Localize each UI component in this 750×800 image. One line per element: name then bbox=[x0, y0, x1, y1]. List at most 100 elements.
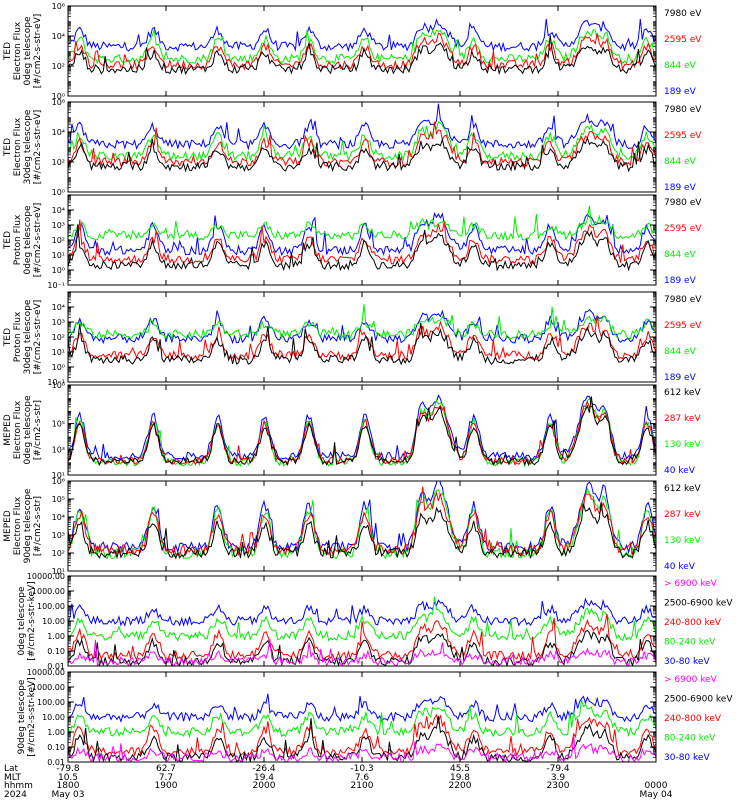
plot-frame bbox=[67, 575, 657, 667]
y-axis-label: [#/cm2-s-str-eV] bbox=[33, 110, 43, 185]
y-tick-label: 0.01 bbox=[47, 758, 65, 767]
legend-entry: 30-80 keV bbox=[664, 657, 710, 667]
y-tick-label: 10⁴ bbox=[52, 513, 65, 522]
legend-entry: 844 eV bbox=[664, 347, 697, 357]
x-tick-label: 62.7 bbox=[156, 764, 176, 774]
x-tick-label: 45.5 bbox=[450, 764, 470, 774]
x-tick-label: -10.3 bbox=[350, 764, 373, 774]
x-tick-label: -79.4 bbox=[546, 764, 570, 774]
y-axis-label: [#/cm2-s-str] bbox=[33, 496, 43, 556]
legend-entry: 240-800 keV bbox=[664, 714, 722, 724]
legend-entry: 844 eV bbox=[664, 61, 697, 71]
legend-entry: 7980 eV bbox=[664, 9, 702, 19]
legend-entry: 7980 eV bbox=[664, 295, 702, 305]
plot-frame bbox=[67, 5, 657, 97]
y-tick-label: 10¹ bbox=[52, 251, 65, 260]
y-tick-label: 1000.00 bbox=[32, 683, 65, 692]
series-line bbox=[68, 487, 656, 560]
y-tick-label: 10² bbox=[52, 158, 65, 167]
legend-entry: 40 keV bbox=[664, 562, 696, 572]
legend-entry: 189 eV bbox=[664, 373, 697, 383]
y-axis-label: MEPED bbox=[3, 414, 13, 446]
y-axis-label: TED bbox=[3, 138, 13, 157]
y-tick-label: 10⁵ bbox=[52, 495, 65, 504]
y-tick-label: 1.00 bbox=[47, 728, 65, 737]
y-axis-label: TED bbox=[3, 42, 13, 61]
legend-entry: 2595 eV bbox=[664, 131, 702, 141]
x-tick-label: 2200 bbox=[449, 781, 472, 791]
y-tick-label: 10.00 bbox=[42, 617, 65, 626]
y-tick-label: 10² bbox=[52, 62, 65, 71]
y-axis-label: 0deg telescope bbox=[23, 16, 33, 86]
panel-2: 10⁰ 10² 10⁴ 10⁶ TED Electron Flux 30deg telesc… bbox=[3, 98, 702, 197]
x-tick-label: 7.6 bbox=[355, 773, 370, 783]
legend-entry: 844 eV bbox=[664, 157, 697, 167]
legend-entry: 2595 eV bbox=[664, 321, 702, 331]
legend-entry: 240-800 keV bbox=[664, 618, 722, 628]
y-tick-label: 10⁴ bbox=[52, 206, 65, 215]
x-row-label: 2024 bbox=[4, 790, 27, 800]
x-tick-label: -79.8 bbox=[56, 764, 80, 774]
panel-6: 10¹ 10² 10³ 10⁴ 10⁵ 10⁶ MEPED Electron Flux 90de… bbox=[3, 477, 701, 576]
panel-7: 0.01 0.10 1.00 10.00 100.00 1000.00 10000.000d… bbox=[17, 572, 733, 671]
series-line bbox=[68, 121, 656, 168]
legend-entry: 7980 eV bbox=[664, 105, 702, 115]
legend-entry: 40 keV bbox=[664, 466, 696, 476]
series-line bbox=[68, 315, 656, 361]
x-tick-label: 10.5 bbox=[58, 773, 78, 783]
y-tick-label: 10000.00 bbox=[27, 572, 65, 581]
series-line bbox=[68, 486, 656, 557]
y-axis-label: MEPED bbox=[3, 510, 13, 542]
series-line bbox=[68, 304, 656, 341]
y-tick-label: 10³ bbox=[52, 445, 65, 454]
x-tick-label: May 04 bbox=[640, 790, 673, 800]
y-axis-label: Electron Flux bbox=[13, 496, 23, 555]
series-line bbox=[68, 597, 656, 627]
y-tick-label: 10000.00 bbox=[27, 668, 65, 677]
series-line bbox=[68, 693, 656, 723]
y-tick-label: 10⁰ bbox=[52, 188, 65, 197]
y-axis-label: [#/cm2-s-str-keV] bbox=[27, 581, 37, 660]
y-tick-label: 10⁶ bbox=[52, 477, 65, 486]
panel-4: 10⁻¹ 10⁰ 10¹ 10² 10³ 10⁴ TED Proton Flux 30deg t… bbox=[3, 291, 702, 387]
legend-entry: 80-240 keV bbox=[664, 734, 716, 744]
series-line bbox=[68, 613, 656, 662]
y-tick-label: 10⁴ bbox=[52, 32, 65, 41]
y-tick-label: 10⁵ bbox=[52, 420, 65, 429]
series-line bbox=[68, 481, 656, 555]
legend-entry: 2595 eV bbox=[664, 35, 702, 45]
series-line bbox=[68, 224, 656, 272]
legend-entry: 130 keV bbox=[664, 536, 701, 546]
y-axis-label: Proton Flux bbox=[13, 311, 23, 362]
y-tick-label: 10⁸ bbox=[52, 381, 65, 390]
y-axis-label: Proton Flux bbox=[13, 214, 23, 265]
series-line bbox=[68, 219, 656, 266]
y-tick-label: 10³ bbox=[52, 531, 65, 540]
legend-entry: 130 keV bbox=[664, 440, 701, 450]
panel-1: 10⁰ 10² 10⁴ 10⁶ TED Electron Flux 0deg telesco… bbox=[3, 2, 702, 101]
series-line bbox=[68, 394, 656, 461]
x-tick-label: 2000 bbox=[253, 781, 276, 791]
y-axis-label: [#/cm2-s-str] bbox=[33, 400, 43, 460]
x-tick-label: 2300 bbox=[547, 781, 570, 791]
series-line bbox=[68, 596, 656, 642]
x-row-label: Lat bbox=[4, 764, 19, 774]
y-axis-label: Electron Flux bbox=[13, 400, 23, 459]
y-axis-label: TED bbox=[3, 231, 13, 250]
series-line bbox=[68, 629, 656, 666]
y-tick-label: 10⁰ bbox=[52, 363, 65, 372]
x-tick-label: 19.4 bbox=[254, 773, 274, 783]
legend-entry: 612 keV bbox=[664, 388, 701, 398]
series-line bbox=[68, 32, 656, 71]
panel-8: 0.01 0.10 1.00 10.00 100.00 1000.00 10000.0090… bbox=[17, 668, 733, 767]
series-line bbox=[68, 18, 656, 53]
x-tick-label: 7.7 bbox=[159, 773, 173, 783]
y-axis-label: [#/cm2-s-str-keV] bbox=[27, 677, 37, 756]
x-tick-label: 0000 bbox=[645, 781, 668, 791]
series-line bbox=[68, 212, 656, 257]
y-tick-label: 10⁶ bbox=[52, 98, 65, 107]
y-axis-label: [#/cm2-s-str-eV] bbox=[33, 203, 43, 278]
y-axis-label: Electron Flux bbox=[13, 21, 23, 80]
y-tick-label: 10⁰ bbox=[52, 266, 65, 275]
y-tick-label: 10² bbox=[52, 333, 65, 342]
